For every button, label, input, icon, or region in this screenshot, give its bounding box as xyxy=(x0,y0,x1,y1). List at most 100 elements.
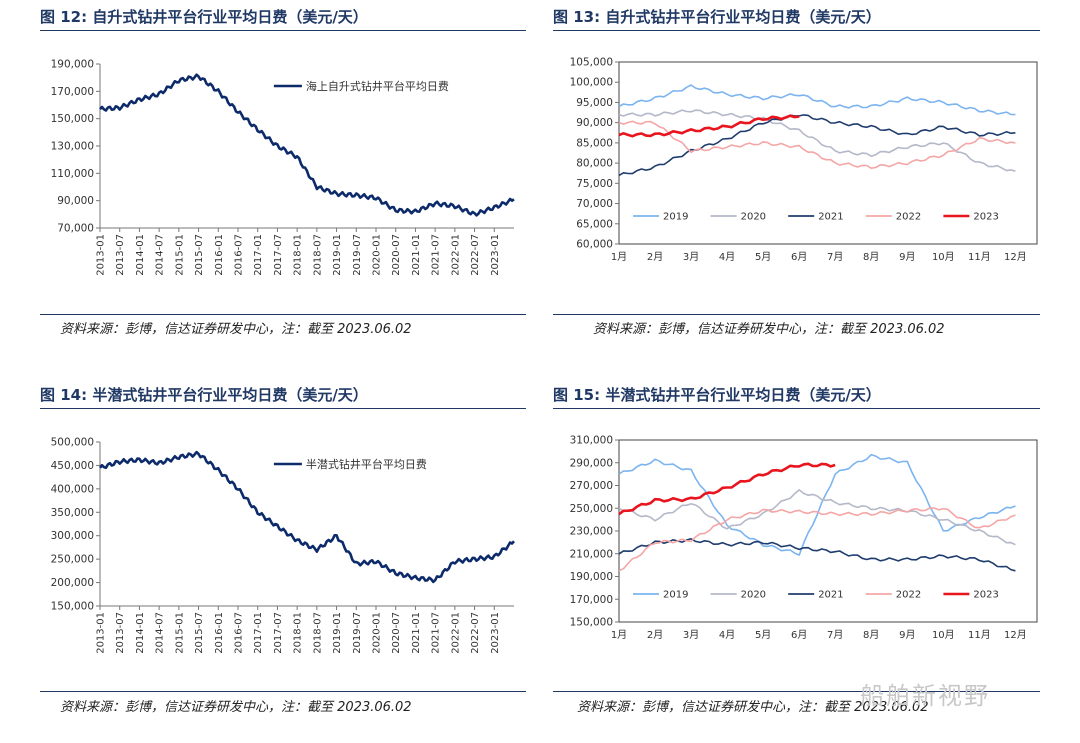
legend-label: 2022 xyxy=(896,590,921,601)
series-line-2020 xyxy=(618,109,1016,172)
y-tick-label: 230,000 xyxy=(570,526,613,538)
x-tick-label: 2016-07 xyxy=(234,612,245,654)
y-tick-label: 150,000 xyxy=(51,113,94,125)
chart-figure-13: 60,000 65,000 70,000 75,000 80,000 85,000 90,0… xyxy=(570,57,1038,263)
y-tick-label: 70,000 xyxy=(576,198,613,210)
x-tick-label: 2015-07 xyxy=(194,234,205,276)
x-tick-label: 12月 xyxy=(1004,629,1027,641)
x-tick-label: 12月 xyxy=(1004,251,1027,263)
x-tick-label: 6月 xyxy=(791,629,807,641)
x-tick-label: 2021-01 xyxy=(411,612,422,654)
y-tick-label: 500,000 xyxy=(51,437,94,449)
x-tick-label: 3月 xyxy=(683,251,699,263)
y-tick-label: 170,000 xyxy=(51,86,94,98)
y-tick-label: 200,000 xyxy=(51,577,94,589)
y-tick-label: 105,000 xyxy=(570,57,613,69)
series-line-2020 xyxy=(618,489,1016,546)
x-tick-label: 4月 xyxy=(719,629,735,641)
series-line-2021 xyxy=(618,114,1016,177)
x-tick-label: 11月 xyxy=(968,251,991,263)
x-tick-label: 2016-07 xyxy=(234,234,245,276)
y-tick-label: 290,000 xyxy=(570,457,613,469)
figure-15-source: 资料来源：彭博，信达证券研发中心，注：截至 2023.06.02 xyxy=(577,700,929,715)
y-tick-label: 250,000 xyxy=(570,503,613,515)
x-tick-label: 2月 xyxy=(647,251,663,263)
x-tick-label: 2016-01 xyxy=(214,234,225,276)
series-line-2021 xyxy=(618,538,1016,572)
figure-14-title: 图 14: 半潜式钻井平台行业平均日费（美元/天） xyxy=(40,386,368,404)
x-tick-label: 2018-07 xyxy=(312,612,323,654)
y-tick-label: 350,000 xyxy=(51,507,94,519)
y-tick-label: 85,000 xyxy=(576,137,613,149)
watermark: 船舶新视野 xyxy=(860,682,990,710)
y-tick-label: 190,000 xyxy=(51,59,94,71)
x-tick-label: 2014-01 xyxy=(135,612,146,654)
x-tick-label: 2019-01 xyxy=(332,234,343,276)
series-line-2022 xyxy=(618,120,1016,169)
x-tick-label: 2023-01 xyxy=(490,234,501,276)
figure-12-title: 图 12: 自升式钻井平台行业平均日费（美元/天） xyxy=(40,8,368,26)
series-line-2023 xyxy=(618,114,800,138)
x-tick-label: 2020-01 xyxy=(372,234,383,276)
x-tick-label: 3月 xyxy=(683,629,699,641)
y-tick-label: 170,000 xyxy=(570,594,613,606)
x-tick-label: 2013-07 xyxy=(115,234,126,276)
x-tick-label: 8月 xyxy=(863,251,879,263)
legend-label: 2022 xyxy=(896,212,921,223)
x-tick-label: 2014-07 xyxy=(155,612,166,654)
figure-15-source-rule xyxy=(553,691,1040,692)
x-tick-label: 2013-01 xyxy=(96,234,107,276)
x-tick-label: 9月 xyxy=(899,251,915,263)
legend-label: 2019 xyxy=(663,590,688,601)
y-tick-label: 210,000 xyxy=(570,548,613,560)
y-tick-label: 65,000 xyxy=(576,218,613,230)
legend-label: 2023 xyxy=(973,590,998,601)
y-tick-label: 400,000 xyxy=(51,483,94,495)
figure-13-source: 资料来源：彭博，信达证券研发中心，注：截至 2023.06.02 xyxy=(593,322,945,337)
legend-label: 2019 xyxy=(663,212,688,223)
y-tick-label: 250,000 xyxy=(51,554,94,566)
plot-frame xyxy=(618,61,1038,245)
figure-14-title-rule xyxy=(40,408,526,409)
series-line-海上自升式钻井平台平均日费 xyxy=(99,73,515,217)
y-tick-label: 80,000 xyxy=(576,158,613,170)
x-tick-label: 2022-01 xyxy=(450,612,461,654)
figure-14-source-rule xyxy=(40,691,526,692)
y-tick-label: 100,000 xyxy=(570,77,613,89)
y-tick-label: 90,000 xyxy=(576,117,613,129)
legend-label: 半潜式钻井平台平均日费 xyxy=(306,457,427,471)
x-tick-label: 2019-07 xyxy=(352,234,363,276)
x-tick-label: 10月 xyxy=(932,629,955,641)
y-tick-label: 190,000 xyxy=(570,571,613,583)
x-tick-label: 8月 xyxy=(863,629,879,641)
series-line-2023 xyxy=(618,462,836,516)
legend-label: 2021 xyxy=(818,590,843,601)
figure-12-title-rule xyxy=(40,30,526,31)
x-tick-label: 10月 xyxy=(932,251,955,263)
figure-12-source: 资料来源：彭博，信达证券研发中心，注：截至 2023.06.02 xyxy=(60,322,412,337)
x-tick-label: 2013-01 xyxy=(96,612,107,654)
y-tick-label: 95,000 xyxy=(576,97,613,109)
x-tick-label: 2014-01 xyxy=(135,234,146,276)
x-tick-label: 11月 xyxy=(968,629,991,641)
y-tick-label: 270,000 xyxy=(570,480,613,492)
x-tick-label: 2018-01 xyxy=(293,234,304,276)
x-tick-label: 2017-07 xyxy=(273,612,284,654)
x-tick-label: 2月 xyxy=(647,629,663,641)
y-tick-label: 90,000 xyxy=(57,195,94,207)
x-tick-label: 2021-07 xyxy=(431,234,442,276)
x-tick-label: 2021-01 xyxy=(411,234,422,276)
y-tick-label: 310,000 xyxy=(570,435,613,447)
series-line-2019 xyxy=(618,453,1016,556)
y-tick-label: 150,000 xyxy=(51,601,94,613)
x-tick-label: 2019-07 xyxy=(352,612,363,654)
legend-label: 2021 xyxy=(818,212,843,223)
x-tick-label: 2017-07 xyxy=(273,234,284,276)
legend-label: 2023 xyxy=(973,212,998,223)
x-tick-label: 2020-01 xyxy=(372,612,383,654)
figure-13-title-rule xyxy=(553,30,1040,31)
x-tick-label: 2022-01 xyxy=(450,234,461,276)
x-tick-label: 2017-01 xyxy=(253,234,264,276)
y-tick-label: 75,000 xyxy=(576,178,613,190)
chart-figure-15: 150,000 170,000 190,000 210,000 230,000 250,0… xyxy=(570,435,1038,641)
